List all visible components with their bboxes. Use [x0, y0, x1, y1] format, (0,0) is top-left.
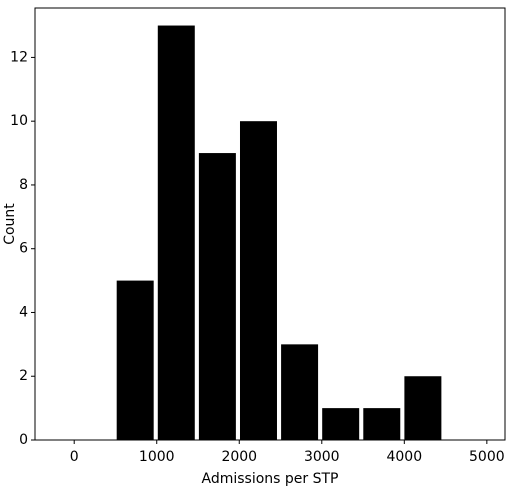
plot-frame [34, 7, 506, 441]
y-tick-label: 12 [10, 49, 28, 65]
x-tick-label: 0 [70, 449, 79, 465]
x-tick-label: 3000 [304, 449, 340, 465]
bar [281, 344, 319, 440]
x-tick-label: 4000 [386, 449, 422, 465]
x-axis-label: Admissions per STP [202, 471, 339, 487]
bar [198, 153, 236, 440]
y-tick-label: 6 [19, 241, 28, 257]
x-tick-label: 1000 [139, 449, 175, 465]
y-tick-label: 2 [19, 368, 28, 384]
y-axis-label: Count [2, 203, 18, 245]
y-tick-label: 10 [10, 113, 28, 129]
y-tick-label: 0 [19, 432, 28, 448]
y-tick-label: 8 [19, 177, 28, 193]
x-tick-label: 2000 [221, 449, 257, 465]
bar [363, 408, 401, 440]
bar [116, 280, 154, 440]
y-tick-label: 4 [19, 304, 28, 320]
bar [157, 25, 195, 440]
x-tick-label: 5000 [469, 449, 505, 465]
bar [322, 408, 360, 440]
bar [239, 121, 277, 440]
bar [404, 376, 442, 440]
